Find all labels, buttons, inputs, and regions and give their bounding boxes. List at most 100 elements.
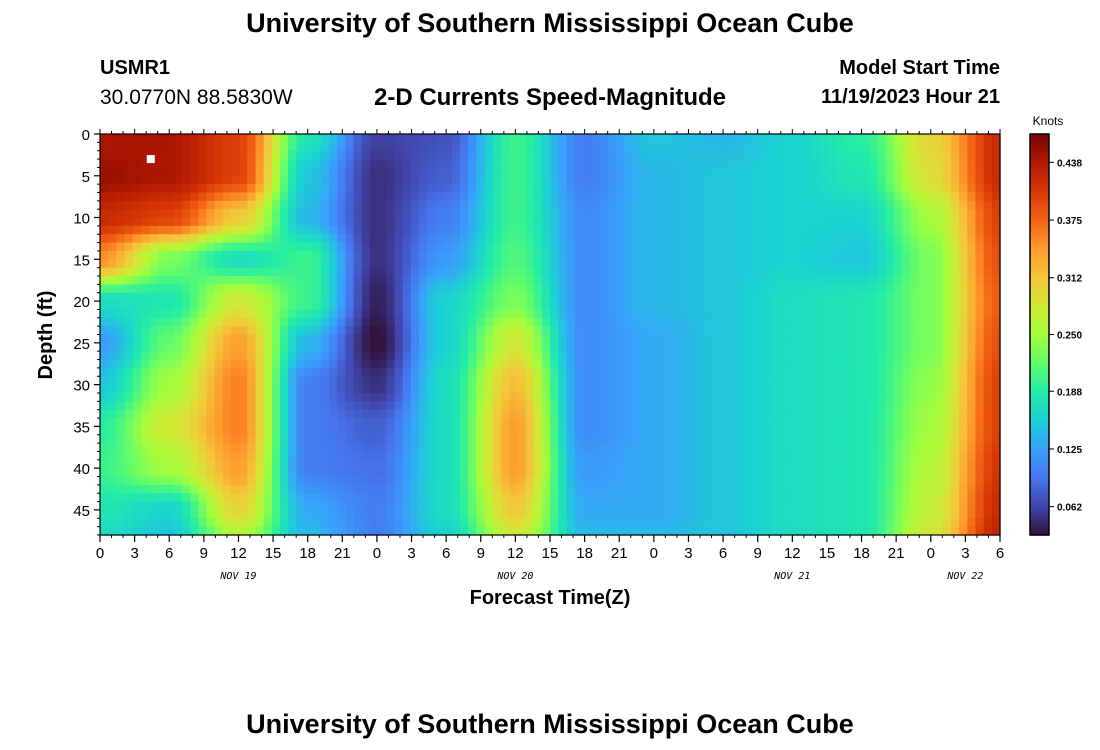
heatmap-cell: [967, 484, 977, 494]
heatmap-cell: [222, 334, 232, 344]
heatmap-cell: [574, 192, 584, 202]
heatmap-cell: [910, 459, 919, 469]
heatmap-cell: [599, 418, 608, 427]
heatmap-cell: [738, 267, 747, 277]
heatmap-cell: [484, 134, 494, 143]
heatmap-cell: [787, 459, 797, 469]
heatmap-cell: [901, 418, 911, 427]
heatmap-cell: [852, 284, 862, 294]
heatmap-cell: [239, 309, 248, 319]
heatmap-cell: [844, 342, 854, 352]
heatmap-cell: [451, 192, 461, 202]
heatmap-cell: [844, 401, 854, 411]
heatmap-cell: [967, 242, 977, 252]
heatmap-cell: [181, 142, 191, 152]
heatmap-cell: [705, 392, 715, 402]
heatmap-cell: [255, 192, 265, 202]
heatmap-cell: [222, 418, 232, 427]
heatmap-cell: [460, 418, 469, 427]
heatmap-cell: [713, 493, 723, 503]
heatmap-cell: [165, 493, 175, 503]
heatmap-cell: [476, 142, 486, 152]
heatmap-cell: [468, 359, 477, 369]
heatmap-cell: [312, 309, 322, 319]
heatmap-cell: [811, 359, 821, 369]
heatmap-cell: [852, 484, 862, 494]
heatmap-cell: [582, 351, 592, 361]
heatmap-cell: [697, 401, 707, 411]
heatmap-cell: [754, 250, 764, 260]
heatmap-cell: [672, 234, 682, 244]
heatmap-cell: [820, 359, 829, 369]
heatmap-cell: [100, 434, 109, 444]
heatmap-cell: [934, 234, 944, 244]
heatmap-cell: [877, 217, 887, 227]
heatmap-cell: [509, 276, 518, 285]
heatmap-cell: [460, 217, 469, 227]
heatmap-cell: [140, 184, 150, 194]
heatmap-cell: [451, 468, 461, 478]
heatmap-cell: [222, 351, 232, 361]
heatmap-cell: [640, 242, 649, 252]
heatmap-cell: [100, 267, 109, 277]
heatmap-cell: [566, 459, 576, 469]
heatmap-cell: [689, 342, 698, 352]
heatmap-cell: [190, 334, 199, 344]
heatmap-cell: [361, 418, 371, 427]
heatmap-cell: [795, 317, 805, 327]
heatmap-cell: [280, 434, 289, 444]
heatmap-cell: [631, 334, 641, 344]
heatmap-cell: [337, 159, 347, 169]
heatmap-cell: [664, 484, 674, 494]
heatmap-cell: [820, 451, 829, 461]
heatmap-cell: [656, 359, 666, 369]
heatmap-cell: [934, 392, 944, 402]
heatmap-cell: [337, 434, 347, 444]
heatmap-cell: [942, 334, 952, 344]
heatmap-cell: [631, 225, 641, 235]
heatmap-cell: [345, 250, 355, 260]
heatmap-cell: [108, 192, 117, 202]
heatmap-cell: [910, 334, 919, 344]
heatmap-cell: [623, 409, 633, 419]
heatmap-cell: [116, 468, 126, 478]
heatmap-cell: [640, 301, 649, 311]
heatmap-cell: [255, 150, 265, 160]
heatmap-cell: [533, 326, 543, 336]
heatmap-cell: [435, 342, 445, 352]
heatmap-cell: [877, 459, 887, 469]
heatmap-cell: [271, 284, 281, 294]
heatmap-cell: [959, 384, 968, 394]
heatmap-cell: [394, 309, 404, 319]
heatmap-cell: [468, 217, 477, 227]
heatmap-cell: [509, 326, 518, 336]
heatmap-cell: [795, 225, 805, 235]
heatmap-cell: [746, 200, 756, 210]
heatmap-cell: [942, 217, 952, 227]
heatmap-cell: [762, 501, 772, 511]
heatmap-cell: [918, 409, 927, 419]
heatmap-cell: [689, 484, 698, 494]
heatmap-cell: [304, 276, 314, 285]
heatmap-cell: [566, 134, 576, 143]
heatmap-cell: [705, 175, 715, 185]
heatmap-cell: [255, 250, 265, 260]
heatmap-cell: [206, 159, 216, 169]
heatmap-cell: [893, 434, 903, 444]
heatmap-cell: [934, 342, 944, 352]
heatmap-cell: [983, 342, 993, 352]
heatmap-cell: [492, 426, 502, 436]
heatmap-cell: [329, 284, 338, 294]
heatmap-cell: [607, 434, 617, 444]
heatmap-cell: [140, 426, 150, 436]
heatmap-cell: [541, 401, 551, 411]
heatmap-cell: [762, 351, 772, 361]
heatmap-cell: [852, 292, 862, 302]
heatmap-cell: [509, 267, 518, 277]
heatmap-cell: [296, 509, 306, 519]
heatmap-cell: [705, 217, 715, 227]
heatmap-cell: [950, 309, 960, 319]
heatmap-cell: [950, 501, 960, 511]
heatmap-cell: [918, 392, 927, 402]
heatmap-cell: [558, 317, 567, 327]
